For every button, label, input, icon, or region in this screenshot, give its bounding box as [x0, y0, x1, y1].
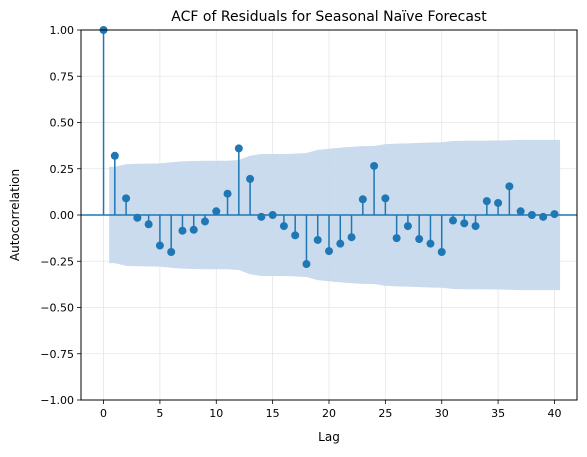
x-tick-label: 25	[378, 407, 392, 420]
acf-point-lag-5	[155, 241, 164, 250]
x-tick-label: 30	[435, 407, 449, 420]
acf-point-lag-40	[550, 210, 559, 219]
x-tick-label: 35	[491, 407, 505, 420]
x-tick-label: 5	[156, 407, 163, 420]
x-tick-label: 20	[322, 407, 336, 420]
acf-point-lag-15	[268, 211, 277, 219]
acf-point-lag-37	[516, 207, 525, 216]
x-tick-label: 0	[100, 407, 107, 420]
acf-point-lag-19	[313, 235, 322, 244]
x-tick-label: 10	[209, 407, 223, 420]
acf-point-lag-32	[460, 219, 469, 228]
acf-point-lag-20	[325, 247, 333, 256]
x-axis-label: Lag	[318, 430, 340, 444]
y-tick-label: 0.00	[50, 209, 75, 222]
acf-point-lag-34	[482, 197, 491, 206]
acf-point-lag-2	[122, 194, 131, 203]
acf-point-lag-28	[415, 235, 424, 244]
acf-point-lag-39	[539, 212, 548, 221]
acf-point-lag-8	[189, 225, 198, 234]
chart-title: ACF of Residuals for Seasonal Naïve Fore…	[171, 9, 487, 25]
y-tick-label: −0.25	[40, 255, 74, 268]
y-tick-label: −0.75	[40, 348, 74, 361]
acf-point-lag-33	[471, 222, 480, 231]
acf-point-lag-31	[449, 216, 457, 225]
y-axis-ticks: −1.00 −0.75 −0.50 −0.25 0.00 0.25 0.50 0.75 1.00	[40, 24, 81, 407]
x-axis-ticks: 0 5 10 15 20 25 30 35 40	[100, 400, 561, 420]
y-tick-label: −1.00	[40, 394, 74, 407]
x-tick-label: 40	[547, 407, 561, 420]
acf-point-lag-36	[505, 182, 514, 191]
acf-point-lag-11	[223, 189, 232, 198]
acf-point-lag-24	[370, 161, 379, 170]
acf-point-lag-17	[291, 231, 300, 240]
acf-point-lag-18	[302, 260, 311, 269]
acf-point-lag-26	[392, 234, 401, 243]
acf-point-lag-1	[110, 151, 119, 160]
y-tick-label: 0.25	[50, 163, 75, 176]
point-layer	[99, 26, 559, 269]
acf-point-lag-25	[381, 194, 390, 203]
acf-point-lag-27	[403, 222, 412, 231]
acf-point-lag-22	[347, 233, 356, 242]
acf-point-lag-16	[279, 222, 288, 231]
y-tick-label: 0.75	[50, 70, 75, 83]
y-tick-label: 1.00	[50, 24, 75, 37]
acf-point-lag-6	[167, 248, 176, 256]
acf-point-lag-13	[246, 174, 255, 183]
acf-point-lag-12	[234, 144, 243, 153]
y-tick-label: −0.50	[40, 302, 74, 315]
acf-point-lag-30	[437, 248, 446, 256]
acf-point-lag-9	[201, 217, 209, 226]
acf-point-lag-7	[178, 226, 187, 235]
acf-point-lag-3	[133, 213, 142, 222]
y-tick-label: 0.50	[50, 117, 75, 130]
acf-point-lag-38	[527, 211, 536, 219]
acf-point-lag-23	[358, 195, 367, 204]
y-axis-label: Autocorrelation	[8, 169, 22, 261]
acf-point-lag-21	[336, 239, 345, 248]
x-tick-label: 15	[266, 407, 280, 420]
acf-point-lag-10	[212, 207, 221, 216]
stem-layer	[102, 30, 556, 265]
acf-point-lag-35	[494, 198, 503, 207]
acf-point-lag-14	[257, 212, 266, 221]
acf-point-lag-4	[144, 220, 153, 229]
acf-point-lag-29	[426, 239, 435, 248]
